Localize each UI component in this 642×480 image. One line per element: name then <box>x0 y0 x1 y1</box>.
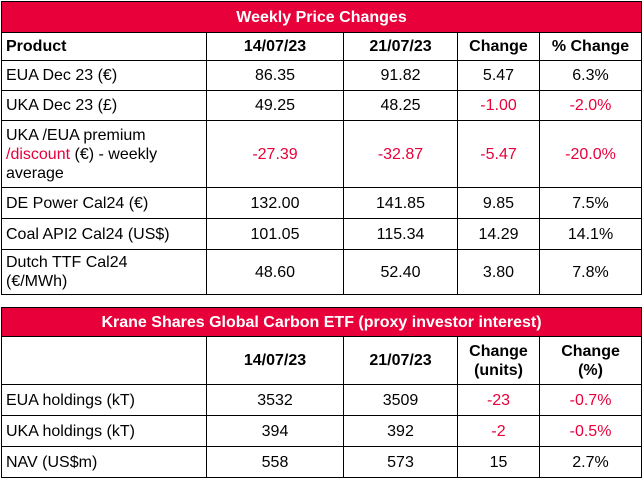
pct-change-cell: -20.0% <box>539 120 642 188</box>
change-cell: 3.80 <box>457 249 540 295</box>
product-line-2: (€/MWh) <box>6 273 68 290</box>
row-label: UKA holdings (kT) <box>1 415 207 447</box>
header-change-pct: Change (%) <box>538 336 642 385</box>
product-line-2b: (€) - weekly <box>70 145 158 163</box>
row-label: NAV (US$m) <box>1 446 207 478</box>
change-cell: -5.47 <box>457 120 540 188</box>
product-line-2a: /discount <box>6 145 71 163</box>
value-cell: 3532 <box>206 384 344 416</box>
header-change-units: Change (units) <box>457 336 540 385</box>
value-cell: 86.35 <box>206 60 344 91</box>
value-cell: -27.39 <box>206 120 344 188</box>
header-change-line-1: Change <box>469 342 528 360</box>
product-cell: EUA Dec 23 (€) <box>1 60 207 91</box>
pct-change-cell: -0.7% <box>538 384 642 416</box>
product-line-1: UKA /EUA premium <box>6 126 146 144</box>
value-cell: 48.25 <box>343 90 458 121</box>
change-cell: 9.85 <box>457 187 540 219</box>
header-date-2: 21/07/23 <box>343 32 458 61</box>
value-cell: 392 <box>343 415 458 447</box>
table-row: UKA /EUA premium /discount (€) - weekly … <box>1 120 642 188</box>
row-label: EUA holdings (kT) <box>1 384 207 416</box>
pct-change-cell: -0.5% <box>538 415 642 447</box>
change-cell: -2 <box>457 415 540 447</box>
change-cell: 15 <box>457 446 540 478</box>
table-title: Weekly Price Changes <box>1 1 642 33</box>
change-cell: -1.00 <box>457 90 540 121</box>
change-cell: 5.47 <box>457 60 540 91</box>
pct-change-cell: 2.7% <box>538 446 642 478</box>
header-change-line-2: (units) <box>474 361 523 379</box>
table-row: NAV (US$m) 558 573 15 2.7% <box>1 446 642 478</box>
header-pct-change: % Change <box>539 32 642 61</box>
header-date-1: 14/07/23 <box>206 32 344 61</box>
table-title: Krane Shares Global Carbon ETF (proxy in… <box>0 307 642 337</box>
header-pct-line-1: Change <box>561 342 620 360</box>
product-cell: UKA /EUA premium /discount (€) - weekly … <box>1 120 207 188</box>
pct-change-cell: 7.8% <box>539 249 642 295</box>
value-cell: 48.60 <box>206 249 344 295</box>
product-line-3: average <box>6 164 64 182</box>
product-cell: DE Power Cal24 (€) <box>1 187 207 219</box>
table-row: EUA Dec 23 (€) 86.35 91.82 5.47 6.3% <box>1 60 642 91</box>
value-cell: 115.34 <box>343 218 458 250</box>
pct-change-cell: -2.0% <box>539 90 642 121</box>
product-cell: Dutch TTF Cal24 (€/MWh) <box>1 249 207 295</box>
product-cell: UKA Dec 23 (£) <box>1 90 207 121</box>
value-cell: 558 <box>206 446 344 478</box>
header-blank <box>1 336 207 385</box>
table-row: EUA holdings (kT) 3532 3509 -23 -0.7% <box>1 384 642 416</box>
value-cell: 49.25 <box>206 90 344 121</box>
table-row: DE Power Cal24 (€) 132.00 141.85 9.85 7.… <box>1 187 642 219</box>
value-cell: 132.00 <box>206 187 344 219</box>
product-line-1: Dutch TTF Cal24 <box>6 254 128 271</box>
header-change: Change <box>457 32 540 61</box>
header-pct-line-2: (%) <box>578 361 603 379</box>
value-cell: -32.87 <box>343 120 458 188</box>
table-row: UKA holdings (kT) 394 392 -2 -0.5% <box>1 415 642 447</box>
change-cell: -23 <box>457 384 540 416</box>
pct-change-cell: 7.5% <box>539 187 642 219</box>
value-cell: 141.85 <box>343 187 458 219</box>
table-row: Coal API2 Cal24 (US$) 101.05 115.34 14.2… <box>1 218 642 250</box>
table-row: UKA Dec 23 (£) 49.25 48.25 -1.00 -2.0% <box>1 90 642 121</box>
weekly-price-changes-table: Weekly Price Changes Product 14/07/23 21… <box>1 1 642 295</box>
header-date-2: 21/07/23 <box>343 336 458 385</box>
value-cell: 52.40 <box>343 249 458 295</box>
value-cell: 394 <box>206 415 344 447</box>
value-cell: 573 <box>343 446 458 478</box>
value-cell: 101.05 <box>206 218 344 250</box>
value-cell: 3509 <box>343 384 458 416</box>
krane-shares-etf-table: Krane Shares Global Carbon ETF (proxy in… <box>0 307 642 478</box>
pct-change-cell: 14.1% <box>539 218 642 250</box>
product-cell: Coal API2 Cal24 (US$) <box>1 218 207 250</box>
pct-change-cell: 6.3% <box>539 60 642 91</box>
change-cell: 14.29 <box>457 218 540 250</box>
header-product: Product <box>1 32 207 61</box>
header-date-1: 14/07/23 <box>206 336 344 385</box>
table-row: Dutch TTF Cal24 (€/MWh) 48.60 52.40 3.80… <box>1 249 642 295</box>
value-cell: 91.82 <box>343 60 458 91</box>
